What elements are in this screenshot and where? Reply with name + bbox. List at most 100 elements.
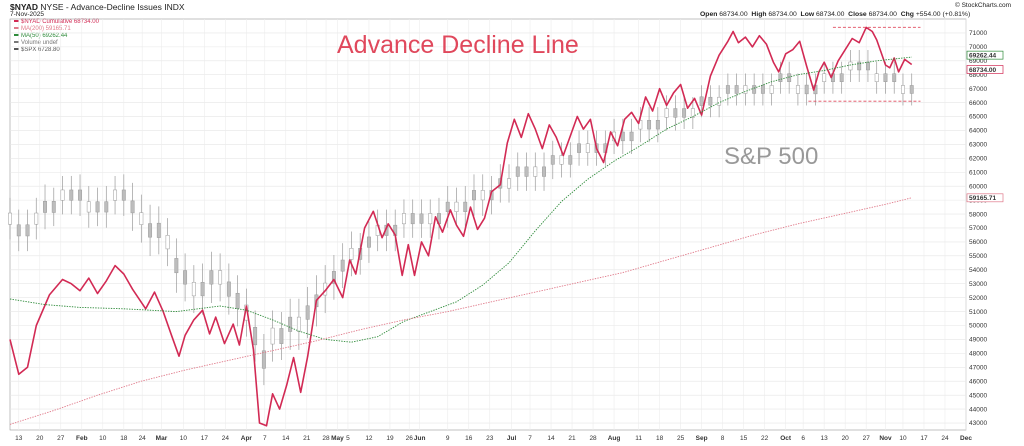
axis-value-tag [966, 193, 1004, 203]
x-tick-label: 12 [365, 435, 373, 442]
spx-candle-body [366, 236, 371, 248]
y-tick-label: 57000 [969, 225, 987, 232]
legend-item: Volume undef [14, 40, 58, 47]
spx-candle-body [43, 201, 47, 213]
x-tick-label: Oct [780, 435, 792, 442]
spx-candle-body [857, 61, 862, 71]
x-tick-label: Nov [879, 435, 892, 442]
spx-candle-body [909, 85, 914, 94]
spx-candle-body [428, 213, 433, 225]
series-line [9, 197, 912, 425]
spx-candle-body [690, 108, 695, 118]
y-tick-label: 52000 [969, 295, 987, 302]
x-tick-label: 13 [821, 435, 829, 442]
spx-candle-body [883, 73, 888, 82]
spx-candle-body [288, 316, 293, 332]
spx-candle-body [480, 190, 485, 201]
series-line [9, 26, 913, 427]
spx-candle-body [752, 85, 757, 94]
x-tick-label: 15 [740, 435, 748, 442]
spx-candle-body [638, 120, 643, 130]
x-tick-label: Jul [507, 435, 517, 442]
y-tick-label: 49000 [969, 337, 987, 344]
watermark: © StockCharts.com [955, 2, 1012, 9]
y-tick-label: 61000 [969, 169, 987, 176]
x-tick-label: Dec [960, 435, 972, 442]
y-tick-label: 46000 [969, 378, 987, 385]
spx-candle-body [577, 143, 581, 153]
ohlc-readout: Open 68734.00 High 68734.00 Low 68734.00… [700, 11, 971, 18]
x-tick-label: 9 [446, 435, 450, 442]
spx-candle-body [725, 85, 730, 94]
spx-candle-body [95, 201, 100, 213]
x-tick-label: 24 [941, 435, 949, 442]
spx-candle-body [174, 258, 179, 274]
spx-candle-body [165, 235, 170, 250]
spx-candle-body [507, 178, 511, 189]
spx-candle-body [795, 85, 800, 94]
spx-candle-body [78, 189, 82, 201]
spx-candle-body [270, 327, 275, 345]
y-tick-label: 50000 [969, 323, 987, 330]
y-tick-label: 63000 [969, 142, 987, 149]
legend-text: Volume undef [21, 40, 58, 46]
legend-item: MA(50) 69262.44 [14, 33, 67, 40]
axis-value-tag-text: 68734.00 [969, 67, 996, 74]
spx-candle-body [209, 270, 214, 285]
spx-candle-body [559, 155, 564, 165]
spx-candle-body [200, 282, 205, 297]
spx-candle-body [822, 73, 827, 82]
chart-date: 7-Nov-2025 [10, 11, 44, 18]
spx-candle-body [717, 96, 722, 106]
x-tick-label: 6 [801, 435, 805, 442]
spx-candle-body [148, 223, 153, 238]
y-tick-label: 69000 [969, 58, 987, 65]
axis-value-tag-text: 59165.71 [969, 195, 996, 202]
x-tick-label: 17 [920, 435, 928, 442]
spx-candle-body [839, 73, 844, 82]
y-tick-label: 58000 [969, 211, 987, 218]
series-line [9, 56, 912, 343]
y-tick-label: 53000 [969, 281, 987, 288]
spx-candle-body [629, 131, 634, 142]
spx-candle-body [673, 108, 678, 118]
spx-candle-body [848, 61, 853, 71]
spx-candle-body [218, 270, 223, 285]
spx-candle-body [340, 259, 345, 272]
spx-candle-body [331, 271, 336, 284]
annotation-advance-decline: Advance Decline Line [337, 31, 579, 59]
spx-candle-body [16, 224, 21, 237]
legend-marker [14, 34, 19, 37]
spx-candle-body [682, 108, 687, 118]
y-tick-label: 70000 [969, 44, 987, 51]
spx-candle-body [734, 85, 739, 94]
legend-marker [14, 48, 19, 51]
y-tick-label: 67000 [969, 86, 987, 93]
spx-candle-body [533, 166, 538, 177]
x-tick-label: 22 [761, 435, 769, 442]
spx-candle-body [235, 292, 240, 309]
x-tick-label: 10 [99, 435, 107, 442]
spx-candle-body [156, 222, 161, 238]
axis-value-tag-text: 69262.44 [969, 52, 996, 59]
x-tick-label: 26 [406, 435, 414, 442]
spx-candle-body [419, 213, 424, 224]
spx-candle-body [454, 201, 459, 212]
spx-candle-body [25, 224, 30, 237]
spx-candle-body [769, 85, 774, 94]
spx-candle-body [699, 96, 704, 106]
x-tick-label: 14 [282, 435, 290, 442]
spx-candle-body [86, 201, 91, 213]
spx-candle-body [901, 85, 905, 94]
x-tick-label: 8 [721, 435, 725, 442]
legend-text: $NYAD Cumulative 68734.00 [21, 19, 99, 25]
x-tick-label: 5 [346, 435, 350, 442]
y-tick-label: 68000 [969, 72, 987, 79]
x-tick-label: 19 [386, 435, 394, 442]
legend-marker [14, 20, 19, 23]
y-tick-label: 60000 [969, 183, 987, 190]
spx-candle-body [34, 212, 39, 225]
y-tick-label: 65000 [969, 114, 987, 121]
spx-candle-body [121, 189, 126, 201]
spx-candle-body [524, 166, 529, 177]
